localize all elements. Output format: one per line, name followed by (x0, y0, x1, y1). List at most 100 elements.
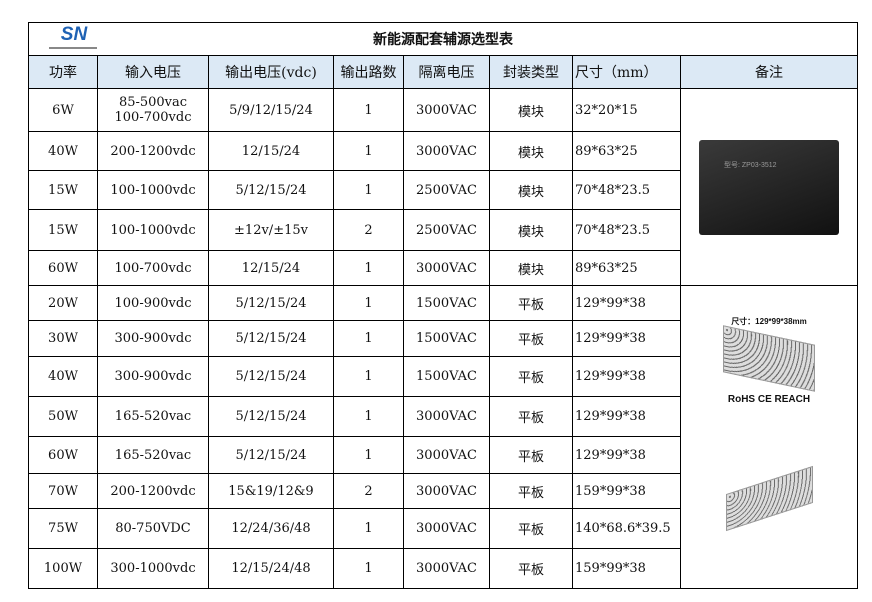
table-row: 6W 85-500vac 100-700vdc 5/9/12/15/24 1 3000V… (28, 88, 858, 286)
table-cell: 3000VAC (403, 473, 490, 509)
remark-module-image: 型号: ZP03-3512 (680, 88, 858, 286)
table-cell: 2500VAC (403, 209, 490, 251)
table-cell: 5/12/15/24 (208, 285, 334, 321)
table-cell: 100-700vdc (97, 250, 209, 286)
table-cell: 200-1200vdc (97, 131, 209, 171)
table-cell: 129*99*38 (572, 320, 681, 357)
selection-table: SN 新能源配套辅源选型表 功率 输入电压 输出电压(vdc) 输出路数 隔离电压 封装类… (28, 22, 858, 589)
table-cell: 12/15/24/48 (208, 548, 334, 589)
table-cell: 模块 (489, 88, 573, 132)
table-cell: 129*99*38 (572, 285, 681, 321)
table-row: 60W 165-520vac 5/12/15/24 1 3000VAC 平板 129*99*… (28, 436, 858, 474)
table-row: 30W 300-900vdc 5/12/15/24 1 1500VAC 平板 129*99*… (28, 320, 858, 357)
table-cell: 30W (28, 320, 98, 357)
table-cell: 60W (28, 436, 98, 474)
column-header: 隔离电压 (403, 55, 490, 89)
table-row: 15W 100-1000vdc ±12v/±15v 2 2500VAC 模块 70*48*2… (28, 209, 858, 251)
table-cell: 平板 (489, 548, 573, 589)
table-cell: 平板 (489, 508, 573, 549)
table-row: 40W 300-900vdc 5/12/15/24 1 1500VAC 平板 129*99*… (28, 356, 858, 397)
table-row: 20W 100-900vdc 5/12/15/24 1 1500VAC 平板 129*99*… (28, 285, 858, 589)
table-cell: 159*99*38 (572, 548, 681, 589)
table-cell: 平板 (489, 473, 573, 509)
table-cell: 3000VAC (403, 88, 490, 132)
table-cell: 129*99*38 (572, 396, 681, 437)
company-logo: SN (49, 25, 99, 52)
table-cell: 159*99*38 (572, 473, 681, 509)
table-cell: 165-520vac (97, 436, 209, 474)
table-cell: 2 (333, 209, 404, 251)
table-cell: 89*63*25 (572, 250, 681, 286)
table-cell: 1500VAC (403, 356, 490, 397)
table-cell: 平板 (489, 285, 573, 321)
table-row: 40W 200-1200vdc 12/15/24 1 3000VAC 模块 89*63*25 (28, 131, 858, 171)
certification-text: RoHS CE REACH (727, 394, 811, 405)
table-cell: 165-520vac (97, 396, 209, 437)
table-cell: 1 (333, 250, 404, 286)
table-cell: 75W (28, 508, 98, 549)
table-cell: 89*63*25 (572, 131, 681, 171)
column-header: 备注 (680, 55, 858, 89)
table-cell: 5/12/15/24 (208, 170, 334, 210)
table-cell: 平板 (489, 436, 573, 474)
table-cell: 70*48*23.5 (572, 170, 681, 210)
table-cell: 1500VAC (403, 320, 490, 357)
table-cell: 140*68.6*39.5 (572, 508, 681, 549)
table-cell: 平板 (489, 396, 573, 437)
table-cell: 1 (333, 170, 404, 210)
table-cell: 1 (333, 356, 404, 397)
table-cell: 20W (28, 285, 98, 321)
table-cell: 12/24/36/48 (208, 508, 334, 549)
table-cell: 200-1200vdc (97, 473, 209, 509)
table-cell: 3000VAC (403, 396, 490, 437)
table-cell: 15&19/12&9 (208, 473, 334, 509)
column-header: 输出电压(vdc) (208, 55, 334, 89)
table-cell: 32*20*15 (572, 88, 681, 132)
table-cell: 3000VAC (403, 436, 490, 474)
table-cell: 平板 (489, 320, 573, 357)
size-caption: 尺寸：129*99*38mm (731, 317, 807, 326)
table-cell: 平板 (489, 356, 573, 397)
column-header: 尺寸（mm） (572, 55, 681, 89)
table-cell: 1 (333, 320, 404, 357)
table-cell: 1 (333, 508, 404, 549)
table-row: 15W 100-1000vdc 5/12/15/24 1 2500VAC 模块 70*48*… (28, 170, 858, 210)
table-cell: 50W (28, 396, 98, 437)
module-product-image: 型号: ZP03-3512 (699, 139, 839, 235)
column-header: 封装类型 (489, 55, 573, 89)
table-cell: 2 (333, 473, 404, 509)
column-header: 输出路数 (333, 55, 404, 89)
table-cell: 40W (28, 131, 98, 171)
table-cell: 1 (333, 548, 404, 589)
table-cell: 300-1000vdc (97, 548, 209, 589)
column-header: 输入电压 (97, 55, 209, 89)
table-cell: 100-900vdc (97, 285, 209, 321)
table-cell: 60W (28, 250, 98, 286)
table-cell: ±12v/±15v (208, 209, 334, 251)
table-row: 60W 100-700vdc 12/15/24 1 3000VAC 模块 89*63*25 (28, 250, 858, 286)
table-cell: 5/12/15/24 (208, 396, 334, 437)
table-cell: 1 (333, 436, 404, 474)
table-cell: 模块 (489, 250, 573, 286)
table-cell: 80-750VDC (97, 508, 209, 549)
table-title: SN 新能源配套辅源选型表 (28, 22, 858, 56)
table-cell: 1 (333, 131, 404, 171)
table-cell: 2500VAC (403, 170, 490, 210)
table-row: 75W 80-750VDC 12/24/36/48 1 3000VAC 平板 140*68.… (28, 508, 858, 549)
table-cell: 3000VAC (403, 250, 490, 286)
table-cell: 15W (28, 209, 98, 251)
table-cell: 3000VAC (403, 131, 490, 171)
table-row: 50W 165-520vac 5/12/15/24 1 3000VAC 平板 129*99*… (28, 396, 858, 437)
table-cell: 5/12/15/24 (208, 356, 334, 397)
table-cell: 1500VAC (403, 285, 490, 321)
table-cell: 1 (333, 396, 404, 437)
table-cell: 129*99*38 (572, 436, 681, 474)
table-cell: 1 (333, 88, 404, 132)
table-cell: 100-1000vdc (97, 209, 209, 251)
table-cell: 100W (28, 548, 98, 589)
table-cell: 5/12/15/24 (208, 436, 334, 474)
table-cell: 模块 (489, 170, 573, 210)
table-cell: 5/12/15/24 (208, 320, 334, 357)
table-cell: 模块 (489, 131, 573, 171)
title-text: 新能源配套辅源选型表 (373, 32, 513, 48)
